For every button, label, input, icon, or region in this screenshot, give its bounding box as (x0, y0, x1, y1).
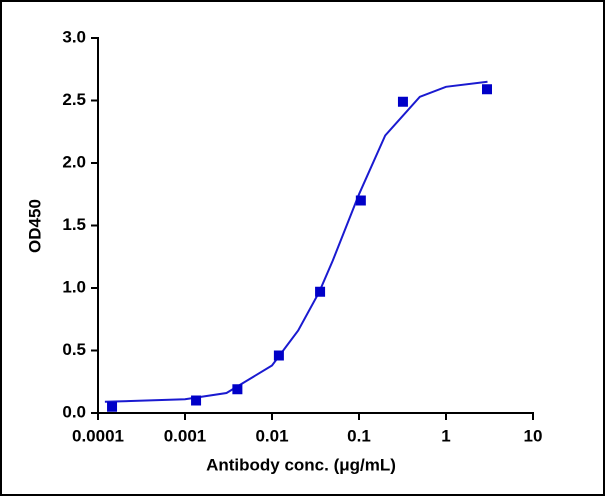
data-point (232, 384, 243, 395)
x-tick-label: 1 (441, 426, 450, 445)
y-tick-label: 1.0 (62, 277, 86, 296)
x-axis-label: Antibody conc. (μg/mL) (206, 455, 396, 474)
data-point (397, 96, 408, 107)
data-point (315, 286, 326, 297)
x-tick-label: 0.001 (164, 426, 207, 445)
x-tick-label: 0.1 (347, 426, 371, 445)
y-tick-label: 0.5 (62, 340, 86, 359)
y-tick-label: 0.0 (62, 402, 86, 421)
data-point (482, 84, 493, 95)
x-tick-label: 10 (524, 426, 543, 445)
y-tick-label: 1.5 (62, 215, 86, 234)
fit-curve (104, 80, 488, 403)
y-tick-label: 2.5 (62, 90, 86, 109)
y-axis-label: OD450 (25, 199, 44, 253)
data-point (191, 395, 202, 406)
y-tick-label: 3.0 (62, 27, 86, 46)
y-tick-label: 2.0 (62, 152, 86, 171)
data-point (107, 401, 118, 412)
x-tick-label: 0.01 (255, 426, 288, 445)
data-point (273, 350, 284, 361)
data-point (355, 195, 366, 206)
x-tick-label: 0.0001 (72, 426, 124, 445)
